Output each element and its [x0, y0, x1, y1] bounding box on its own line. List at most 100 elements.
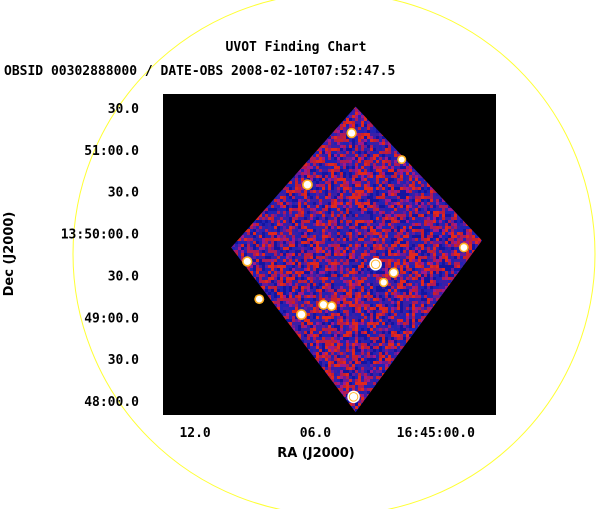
noise-pixel — [355, 106, 358, 109]
noise-pixel — [298, 223, 301, 226]
noise-pixel — [289, 217, 292, 220]
noise-pixel — [331, 139, 334, 142]
noise-pixel — [325, 169, 328, 172]
noise-pixel — [403, 184, 406, 187]
noise-pixel — [415, 184, 418, 187]
noise-pixel — [376, 184, 379, 187]
noise-pixel — [358, 157, 361, 160]
noise-pixel — [421, 220, 424, 223]
noise-pixel — [418, 220, 421, 223]
noise-pixel — [337, 187, 340, 190]
noise-pixel — [331, 184, 334, 187]
noise-pixel — [346, 226, 349, 229]
noise-pixel — [409, 208, 412, 211]
noise-pixel — [394, 193, 397, 196]
noise-pixel — [391, 226, 394, 229]
noise-pixel — [406, 202, 409, 205]
noise-pixel — [352, 142, 355, 145]
noise-pixel — [406, 163, 409, 166]
noise-pixel — [439, 202, 442, 205]
noise-pixel — [298, 217, 301, 220]
noise-pixel — [328, 148, 331, 151]
noise-pixel — [412, 214, 415, 217]
noise-pixel — [298, 184, 301, 187]
noise-pixel — [328, 142, 331, 145]
noise-pixel — [394, 184, 397, 187]
noise-pixel — [457, 223, 460, 226]
noise-pixel — [286, 217, 289, 220]
noise-pixel — [286, 226, 289, 229]
noise-pixel — [370, 163, 373, 166]
noise-pixel — [397, 190, 400, 193]
noise-pixel — [409, 175, 412, 178]
noise-pixel — [364, 184, 367, 187]
noise-pixel — [319, 145, 322, 148]
noise-pixel — [304, 163, 307, 166]
noise-pixel — [382, 181, 385, 184]
noise-pixel — [322, 157, 325, 160]
noise-pixel — [334, 214, 337, 217]
noise-pixel — [346, 178, 349, 181]
noise-pixel — [340, 184, 343, 187]
noise-pixel — [340, 187, 343, 190]
noise-pixel — [346, 184, 349, 187]
noise-pixel — [337, 154, 340, 157]
noise-pixel — [265, 217, 268, 220]
noise-pixel — [466, 226, 469, 229]
noise-pixel — [457, 220, 460, 223]
noise-pixel — [364, 151, 367, 154]
noise-pixel — [403, 223, 406, 226]
noise-pixel — [325, 172, 328, 175]
noise-pixel — [319, 193, 322, 196]
noise-pixel — [379, 151, 382, 154]
noise-pixel — [280, 190, 283, 193]
noise-pixel — [343, 145, 346, 148]
noise-pixel — [385, 163, 388, 166]
noise-pixel — [358, 112, 361, 115]
noise-pixel — [322, 223, 325, 226]
noise-pixel — [319, 202, 322, 205]
noise-pixel — [322, 178, 325, 181]
noise-pixel — [268, 214, 271, 217]
noise-pixel — [427, 199, 430, 202]
noise-pixel — [316, 214, 319, 217]
noise-pixel — [289, 181, 292, 184]
noise-pixel — [298, 190, 301, 193]
noise-pixel — [379, 172, 382, 175]
noise-pixel — [433, 193, 436, 196]
noise-pixel — [325, 163, 328, 166]
noise-pixel — [259, 217, 262, 220]
noise-pixel — [283, 217, 286, 220]
noise-pixel — [298, 175, 301, 178]
noise-pixel — [370, 190, 373, 193]
noise-pixel — [316, 184, 319, 187]
noise-pixel — [355, 163, 358, 166]
large-circle-layer — [72, 0, 596, 509]
noise-pixel — [391, 163, 394, 166]
noise-pixel — [337, 160, 340, 163]
noise-pixel — [376, 148, 379, 151]
noise-pixel — [454, 217, 457, 220]
noise-pixel — [391, 193, 394, 196]
noise-pixel — [331, 211, 334, 214]
noise-pixel — [340, 196, 343, 199]
noise-pixel — [271, 223, 274, 226]
noise-pixel — [382, 145, 385, 148]
noise-pixel — [343, 127, 346, 130]
noise-pixel — [340, 226, 343, 229]
noise-pixel — [448, 226, 451, 229]
noise-pixel — [322, 211, 325, 214]
noise-pixel — [310, 160, 313, 163]
noise-pixel — [328, 139, 331, 142]
noise-pixel — [319, 160, 322, 163]
noise-pixel — [292, 190, 295, 193]
noise-pixel — [355, 160, 358, 163]
noise-pixel — [391, 184, 394, 187]
noise-pixel — [445, 205, 448, 208]
noise-pixel — [343, 178, 346, 181]
noise-pixel — [403, 214, 406, 217]
noise-pixel — [433, 226, 436, 229]
noise-pixel — [334, 172, 337, 175]
noise-pixel — [292, 184, 295, 187]
noise-pixel — [331, 199, 334, 202]
